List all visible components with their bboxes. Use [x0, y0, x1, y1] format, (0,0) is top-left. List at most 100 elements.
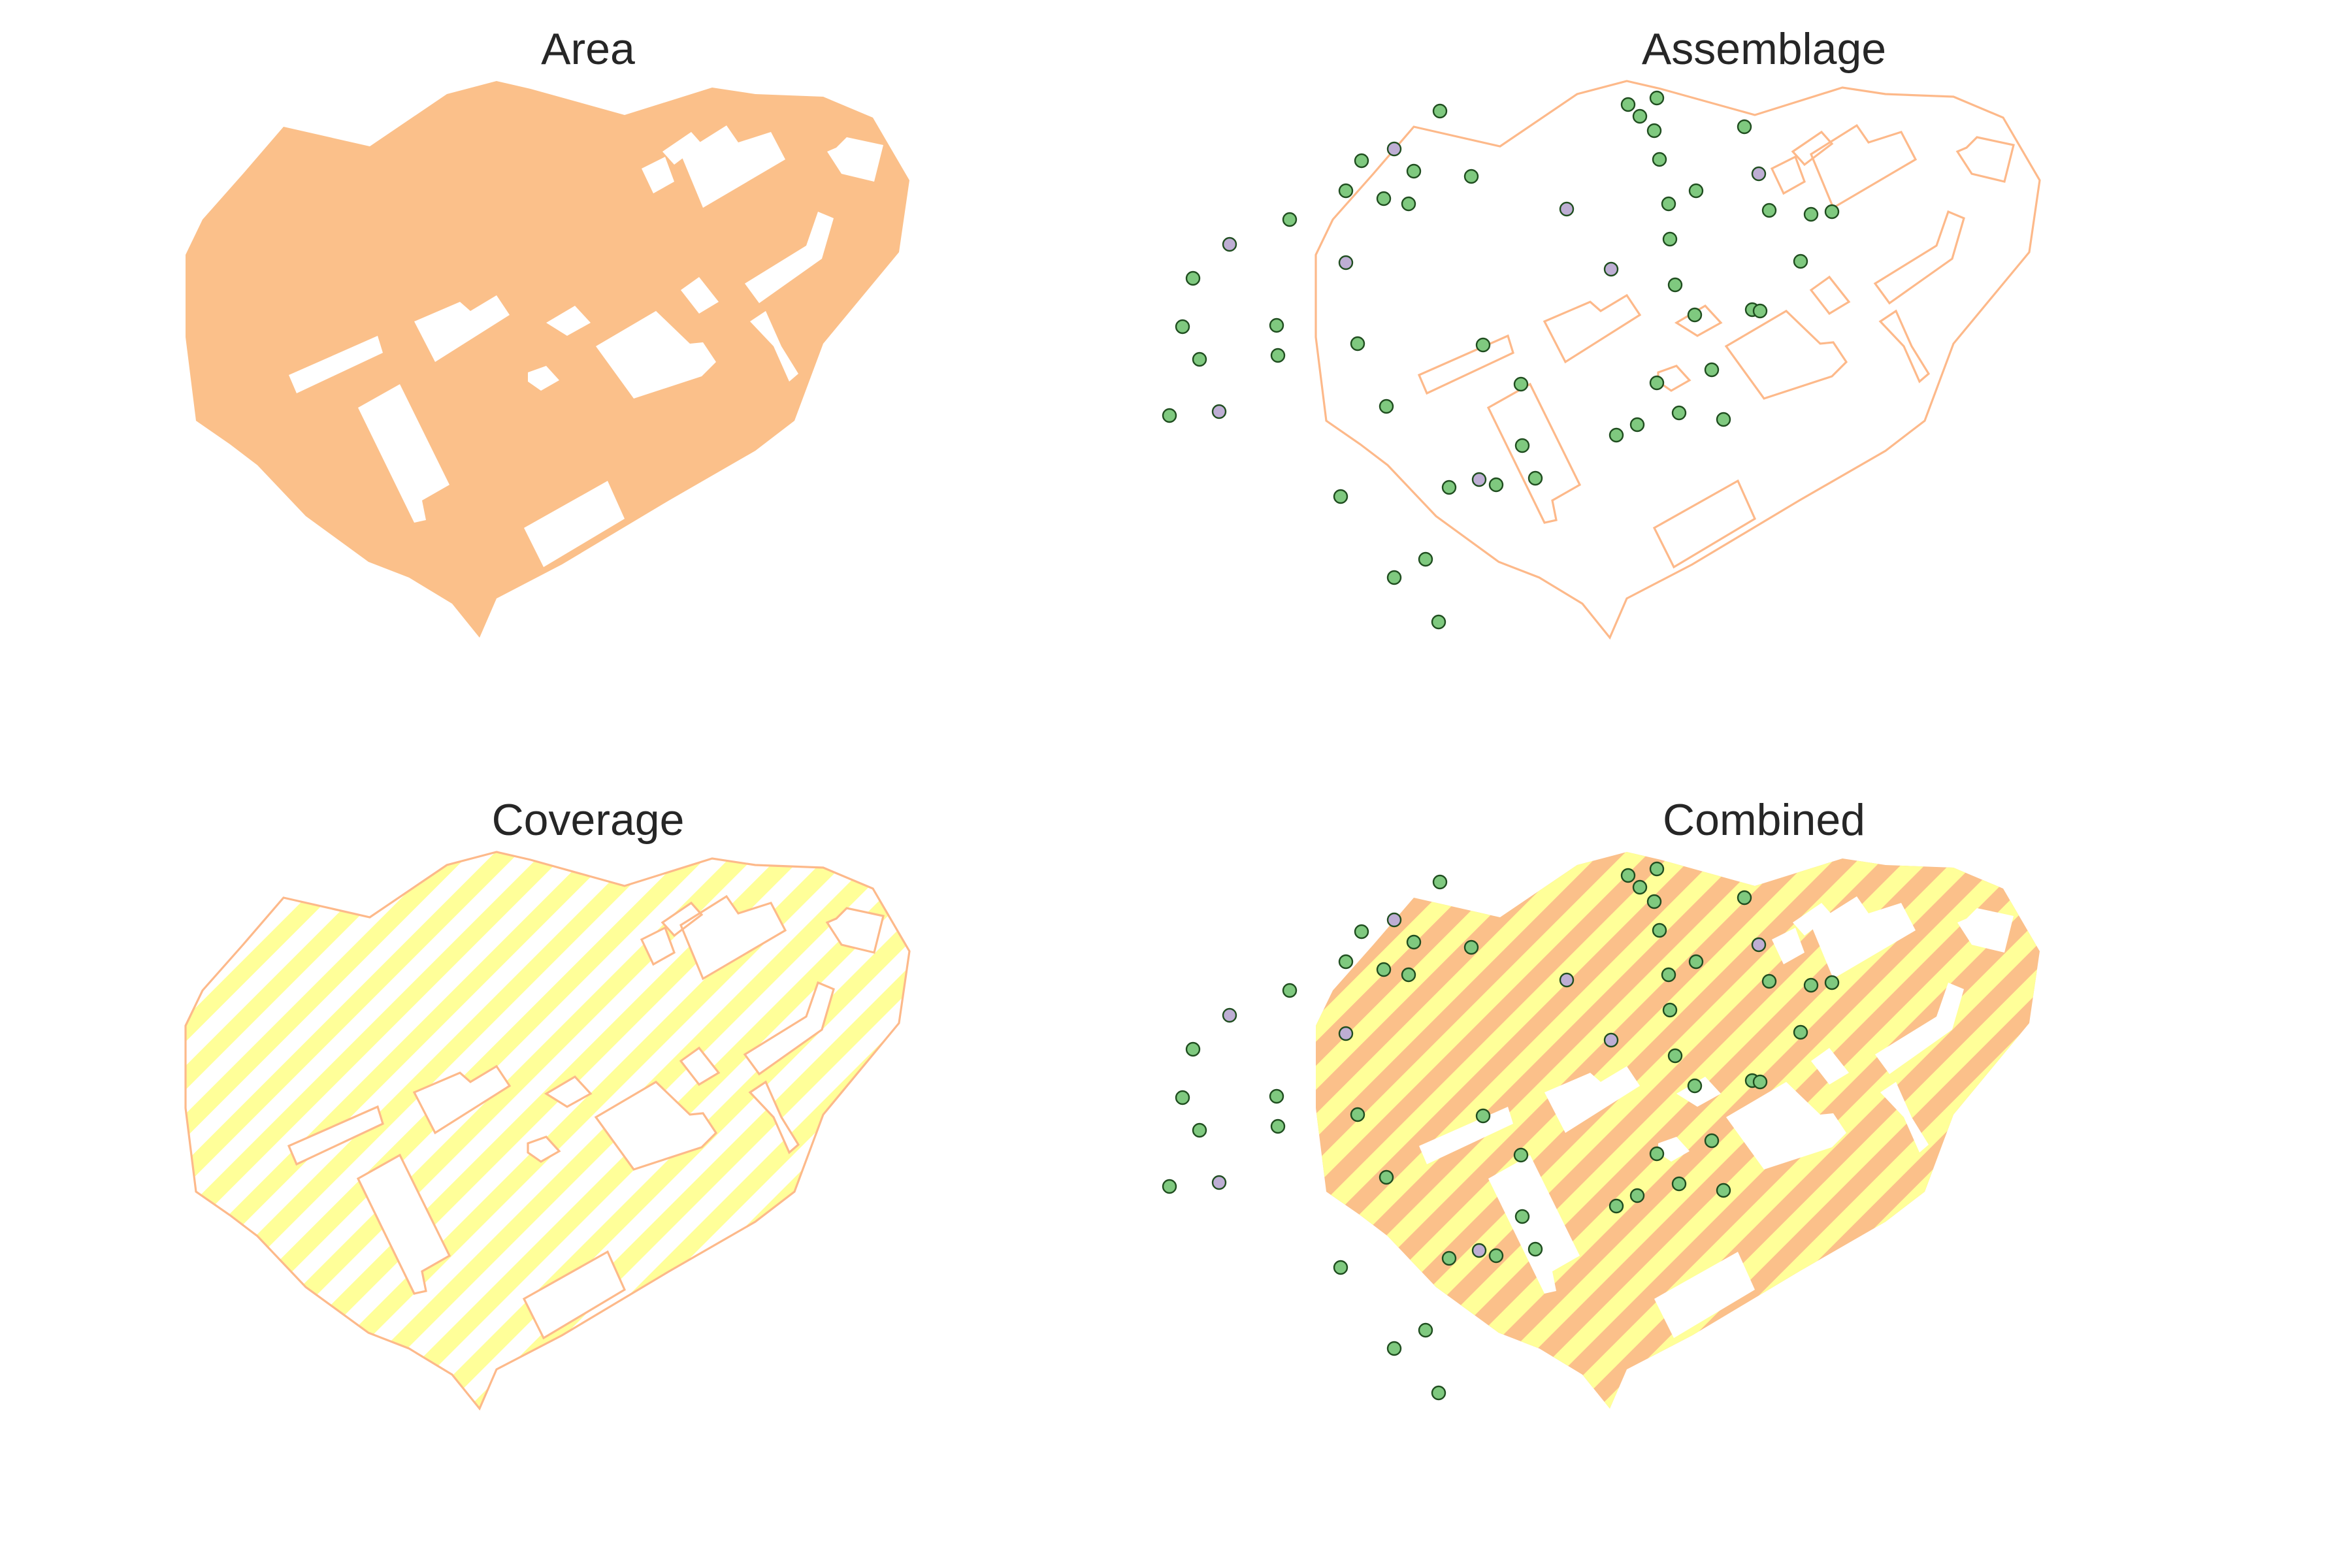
point-marker-green [1333, 489, 1348, 504]
point-marker-green [1338, 183, 1354, 199]
point-marker-purple [1603, 261, 1619, 277]
assemblage-map [1162, 80, 2041, 639]
point-marker-green [1386, 570, 1402, 585]
point-marker-green [1379, 1169, 1394, 1185]
point-marker-green [1704, 362, 1720, 378]
point-marker-green [1752, 303, 1768, 319]
point-marker-green [1737, 119, 1752, 135]
point-marker-green [1350, 336, 1365, 351]
point-marker-green [1688, 954, 1704, 970]
point-marker-purple [1222, 1007, 1237, 1023]
point-marker-green [1431, 614, 1446, 630]
point-marker-purple [1559, 201, 1575, 217]
point-marker-purple [1603, 1032, 1619, 1048]
area-polygon [186, 81, 909, 638]
point-marker-green [1737, 890, 1752, 906]
point-marker-green [1270, 1119, 1286, 1134]
point-marker-green [1793, 1024, 1808, 1040]
panel-coverage: Coverage [0, 771, 1176, 1555]
point-marker-green [1269, 1088, 1284, 1104]
point-marker-green [1406, 934, 1422, 950]
point-marker-green [1646, 894, 1662, 909]
point-marker-green [1401, 967, 1416, 983]
panel-assemblage: Assemblage [1162, 0, 2352, 784]
point-marker-purple [1338, 1026, 1354, 1041]
point-marker-green [1649, 1146, 1665, 1162]
point-marker-purple [1559, 972, 1575, 988]
point-marker-green [1282, 983, 1298, 998]
point-marker-green [1514, 1209, 1530, 1224]
point-marker-green [1609, 1198, 1624, 1214]
point-marker-green [1270, 348, 1286, 363]
point-marker-green [1649, 375, 1665, 391]
coverage-hatch [186, 852, 909, 1409]
point-marker-green [1716, 1183, 1731, 1198]
point-marker-green [1333, 1260, 1348, 1275]
point-marker-green [1752, 1074, 1768, 1090]
point-marker-green [1667, 1048, 1683, 1064]
point-marker-purple [1471, 472, 1487, 487]
point-marker-green [1475, 1108, 1491, 1124]
point-marker-green [1488, 1248, 1504, 1264]
point-marker-green [1661, 196, 1676, 212]
point-marker-green [1354, 924, 1369, 939]
point-marker-green [1441, 1250, 1457, 1266]
point-marker-green [1379, 399, 1394, 414]
point-marker-green [1338, 954, 1354, 970]
point-marker-green [1431, 1385, 1446, 1401]
point-marker-green [1761, 203, 1777, 218]
point-marker-purple [1751, 937, 1767, 953]
point-marker-green [1649, 90, 1665, 106]
point-marker-purple [1222, 237, 1237, 252]
point-marker-green [1185, 270, 1201, 286]
point-marker-green [1824, 204, 1840, 220]
coverage-map [184, 851, 911, 1410]
point-marker-green [1350, 1107, 1365, 1122]
point-marker-green [1661, 967, 1676, 983]
point-marker-green [1475, 337, 1491, 353]
point-marker-green [1488, 477, 1504, 493]
point-marker-green [1513, 376, 1529, 392]
point-marker-green [1662, 1002, 1678, 1018]
point-marker-green [1441, 480, 1457, 495]
panel-title-combined: Combined [1663, 795, 1865, 845]
point-marker-green [1463, 939, 1479, 955]
building-outlines [1418, 124, 2015, 568]
combined-map [1162, 852, 2040, 1409]
point-marker-purple [1471, 1243, 1487, 1258]
point-marker-green [1432, 874, 1448, 890]
point-marker-green [1513, 1147, 1529, 1163]
point-marker-green [1803, 977, 1819, 993]
point-marker-green [1162, 1179, 1177, 1194]
point-marker-green [1175, 319, 1190, 335]
point-marker-green [1192, 1122, 1207, 1138]
point-marker-green [1652, 152, 1667, 167]
point-marker-green [1376, 191, 1392, 206]
point-marker-green [1649, 861, 1665, 877]
point-marker-green [1629, 417, 1645, 433]
assemblage-points [1162, 90, 1840, 630]
point-marker-green [1185, 1041, 1201, 1057]
point-marker-green [1175, 1090, 1190, 1105]
point-marker-green [1704, 1133, 1720, 1149]
point-marker-purple [1751, 166, 1767, 182]
panel-title-coverage: Coverage [491, 795, 685, 845]
point-marker-green [1386, 1341, 1402, 1356]
point-marker-green [1652, 923, 1667, 938]
point-marker-green [1629, 1188, 1645, 1203]
point-marker-green [1662, 231, 1678, 247]
area-map [186, 81, 909, 638]
point-marker-green [1269, 318, 1284, 333]
panel-area: Area [0, 0, 1176, 784]
point-marker-green [1793, 253, 1808, 269]
point-marker-green [1688, 183, 1704, 199]
point-marker-purple [1211, 1175, 1227, 1190]
point-marker-green [1671, 405, 1687, 421]
point-marker-green [1609, 427, 1624, 443]
point-marker-purple [1386, 912, 1402, 928]
point-marker-green [1354, 153, 1369, 169]
point-marker-green [1620, 97, 1636, 112]
point-marker-green [1406, 163, 1422, 179]
point-marker-green [1646, 123, 1662, 139]
point-marker-green [1463, 169, 1479, 184]
